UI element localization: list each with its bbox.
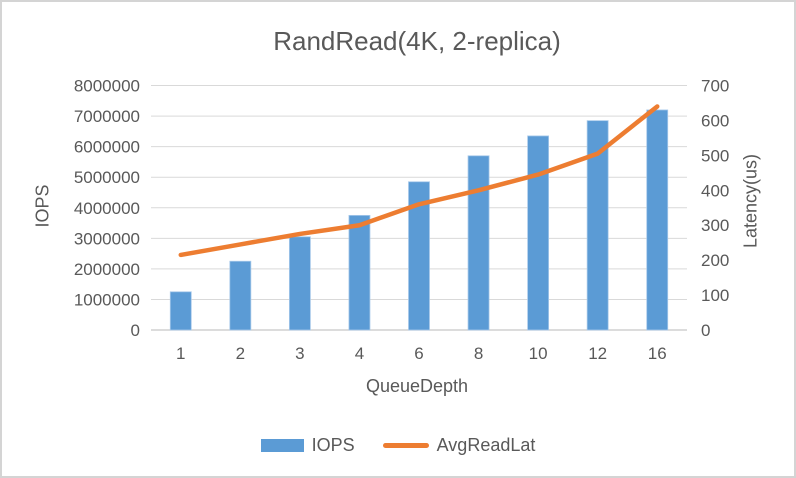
avgreadlat-line bbox=[178, 104, 660, 258]
x-axis-tick-label: 10 bbox=[529, 344, 548, 363]
iops-bar bbox=[169, 291, 192, 331]
x-axis-tick-label: 1 bbox=[176, 344, 185, 363]
left-axis-tick-label: 3000000 bbox=[74, 229, 140, 248]
chart-title: RandRead(4K, 2-replica) bbox=[273, 26, 561, 56]
left-axis-tick-label: 8000000 bbox=[74, 77, 140, 96]
x-axis-title: QueueDepth bbox=[365, 376, 469, 396]
legend-item-avgreadlat: AvgReadLat bbox=[382, 435, 536, 456]
right-axis-tick-label: 400 bbox=[701, 181, 729, 200]
right-axis-tick-label: 600 bbox=[701, 111, 729, 130]
x-axis-tick-label: 16 bbox=[648, 344, 667, 363]
legend: IOPS AvgReadLat bbox=[2, 435, 794, 456]
left-axis-tick-label: 1000000 bbox=[74, 290, 140, 309]
legend-label-avgreadlat: AvgReadLat bbox=[436, 435, 536, 455]
iops-bar bbox=[348, 214, 371, 331]
x-axis-tick-label: 8 bbox=[474, 344, 483, 363]
left-axis-tick-label: 6000000 bbox=[74, 138, 140, 157]
iops-bar bbox=[646, 109, 669, 331]
x-axis-tick-label: 6 bbox=[414, 344, 423, 363]
left-axis-tick-label: 5000000 bbox=[74, 168, 140, 187]
legend-item-iops: IOPS bbox=[260, 435, 355, 456]
left-axis-tick-label: 2000000 bbox=[74, 260, 140, 279]
x-axis-tick-label: 4 bbox=[355, 344, 364, 363]
iops-bar-swatch-icon bbox=[260, 439, 304, 452]
legend-label-iops: IOPS bbox=[311, 435, 355, 455]
iops-bar bbox=[288, 236, 311, 331]
iops-bar bbox=[586, 120, 609, 331]
right-axis-title: Latency(us) bbox=[740, 153, 761, 249]
right-axis-tick-label: 700 bbox=[701, 77, 729, 96]
right-axis-tick-label: 200 bbox=[701, 251, 729, 270]
x-axis-tick-label: 12 bbox=[588, 344, 607, 363]
right-axis-tick-label: 0 bbox=[701, 321, 710, 340]
iops-bar bbox=[527, 135, 550, 331]
iops-bar bbox=[408, 181, 430, 331]
right-axis-tick-label: 500 bbox=[701, 146, 729, 165]
right-axis-tick-label: 100 bbox=[701, 286, 729, 305]
left-axis-tick-label: 4000000 bbox=[74, 199, 140, 218]
right-axis-tick-label: 300 bbox=[701, 216, 729, 235]
left-axis-tick-label: 7000000 bbox=[74, 107, 140, 126]
left-axis-title: IOPS bbox=[32, 184, 53, 228]
x-axis-tick-label: 3 bbox=[295, 344, 304, 363]
left-axis-tick-label: 0 bbox=[131, 321, 140, 340]
x-axis-tick-label: 2 bbox=[236, 344, 245, 363]
avgreadlat-line-swatch-icon bbox=[382, 443, 429, 448]
iops-bar bbox=[467, 155, 490, 331]
iops-bar bbox=[229, 260, 252, 331]
